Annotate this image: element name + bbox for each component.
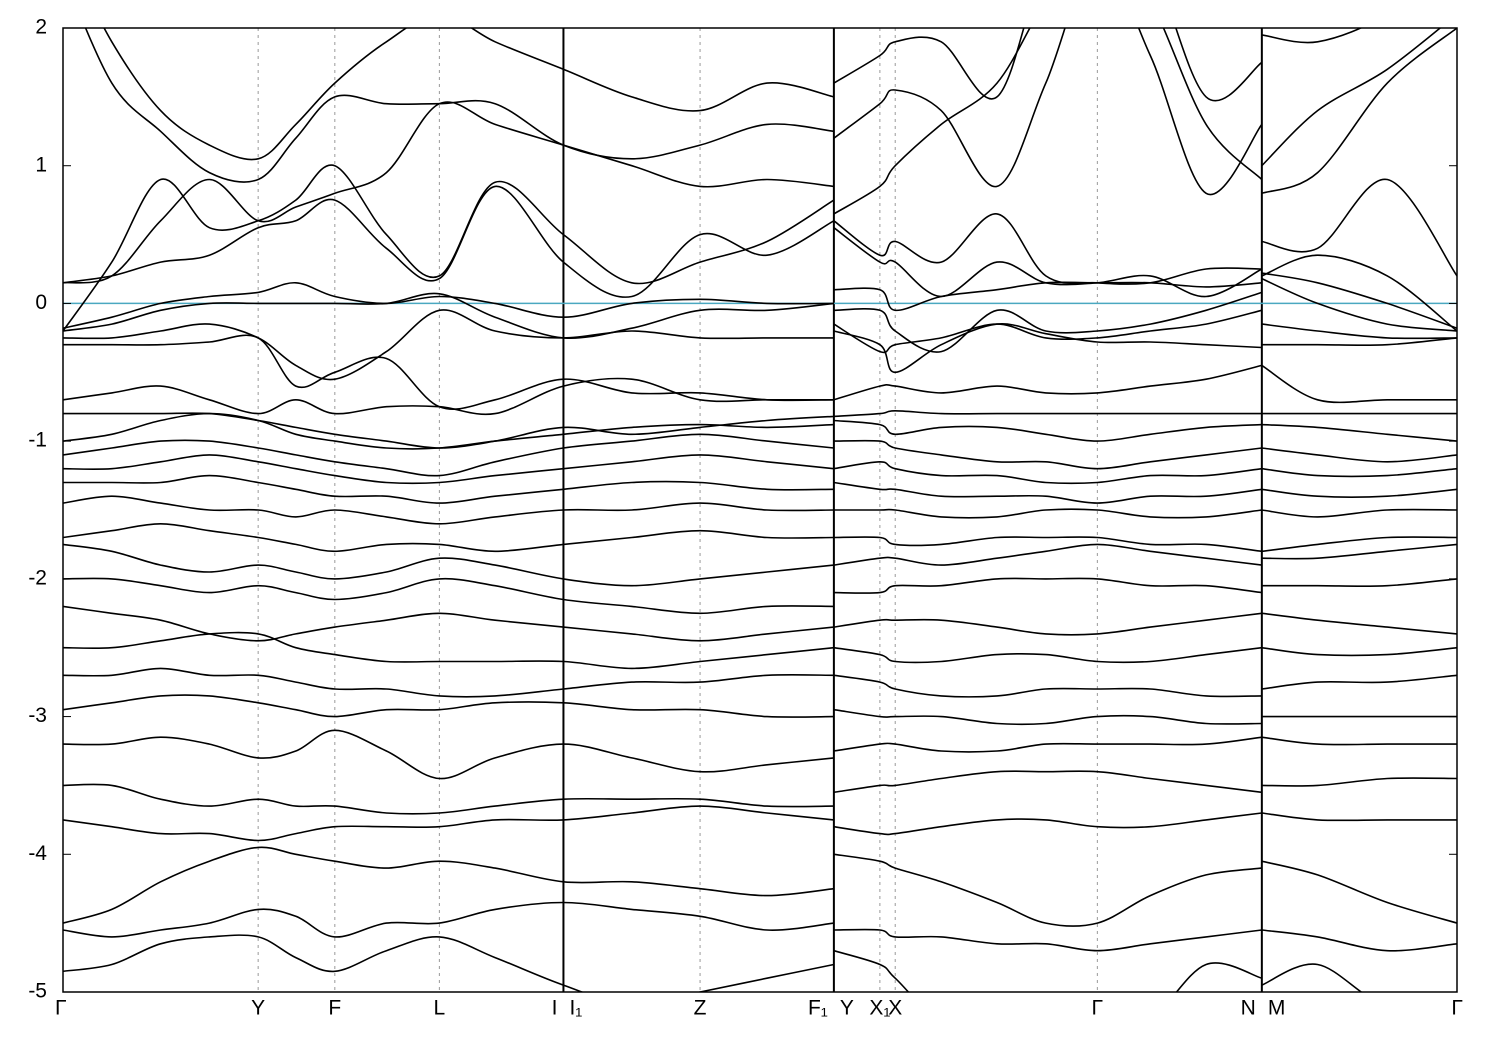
plot-frame <box>62 27 1458 993</box>
y-tick-label: -2 <box>28 566 47 589</box>
y-tick-label: -4 <box>28 842 47 865</box>
x-tick-label: M <box>1268 997 1286 1020</box>
band <box>63 412 1457 450</box>
band <box>63 185 1457 332</box>
band <box>63 495 1457 525</box>
x-tick-label: Y <box>251 997 265 1020</box>
band <box>63 577 1457 615</box>
x-tick-label: Y <box>840 997 854 1020</box>
x-tick-label: Γ <box>1451 997 1463 1020</box>
band <box>63 770 1457 815</box>
band <box>63 667 1457 698</box>
band <box>63 522 1457 553</box>
band <box>63 28 1457 284</box>
band <box>63 846 1457 927</box>
band <box>63 309 1457 381</box>
band <box>63 934 1457 992</box>
x-tick-label: F₁ <box>808 997 828 1020</box>
y-tick-label: -1 <box>28 429 47 452</box>
band <box>63 474 1457 504</box>
x-tick-label: N <box>1241 997 1256 1020</box>
band <box>63 605 1457 642</box>
band <box>63 277 1457 353</box>
band <box>63 409 1457 449</box>
band <box>63 729 1457 780</box>
x-tick-label: X₁ <box>869 997 890 1020</box>
y-tick-label: 2 <box>35 16 47 39</box>
x-tick-label: L <box>434 997 446 1020</box>
band <box>63 323 1457 410</box>
band <box>84 28 1442 196</box>
band <box>63 694 1457 726</box>
band <box>63 272 1457 329</box>
band <box>63 805 1457 842</box>
x-tick-label: I₁ <box>569 997 582 1020</box>
band <box>63 901 1457 952</box>
band <box>63 364 1457 416</box>
x-tick-label: Z <box>694 997 707 1020</box>
y-tick-label: 0 <box>35 291 47 314</box>
band <box>63 631 1457 670</box>
x-tick-label: F <box>328 997 341 1020</box>
band <box>63 164 1457 332</box>
bands <box>63 28 1457 992</box>
band <box>63 454 1457 485</box>
y-tick-label: -5 <box>28 980 47 1003</box>
labels: -5 -4 -3 -2 -1 0 1 2 Γ Y F L I I₁ Z F₁ Y X₁X Γ N M Γ <box>28 16 1463 1020</box>
y-tick-label: 1 <box>35 153 47 176</box>
x-tick-label: X <box>888 997 902 1020</box>
x-tick-label: I <box>552 997 558 1020</box>
y-tick-label: -3 <box>28 704 47 727</box>
x-tick-label: Γ <box>1092 997 1104 1020</box>
x-tick-label: Γ <box>55 997 67 1020</box>
band <box>63 433 1457 477</box>
band <box>63 543 1457 587</box>
